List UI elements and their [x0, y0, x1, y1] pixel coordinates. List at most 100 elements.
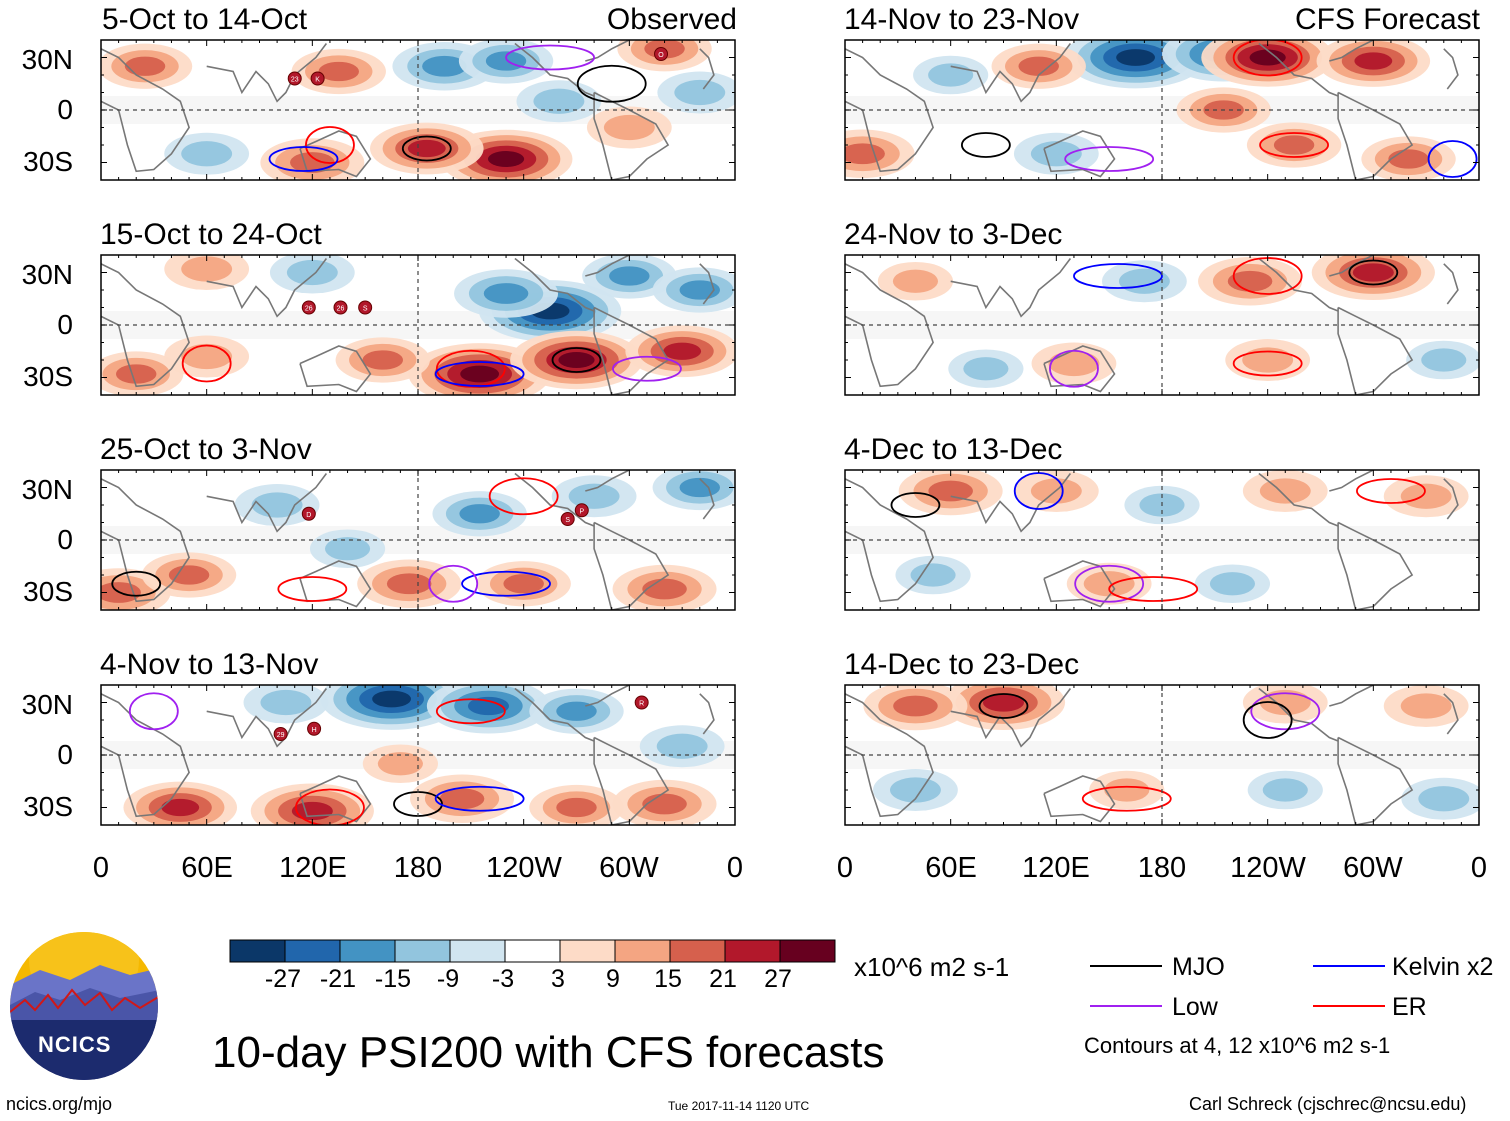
colorbar-tick: -3 [491, 965, 515, 993]
coastline [1329, 685, 1374, 707]
storm-marker [287, 71, 302, 86]
contour-low [1074, 564, 1145, 603]
anomaly-shade [533, 88, 585, 114]
y-tick-label: 0 [57, 309, 73, 340]
coastline [1443, 693, 1459, 735]
contour-er [1081, 785, 1172, 812]
storm-label: D [306, 512, 311, 519]
anomaly-shade [1262, 778, 1308, 802]
anomaly-shade [845, 143, 885, 165]
coastline [845, 48, 934, 173]
coastline [1329, 470, 1374, 492]
contour-low [1064, 146, 1155, 172]
coastline [101, 693, 190, 818]
anomaly-shade [386, 573, 432, 595]
anomaly-shade [609, 266, 650, 286]
credit: Carl Schreck (cjschrec@ncsu.edu) [1189, 1094, 1467, 1114]
anomaly-shade [485, 51, 527, 71]
x-tick-label: 60W [599, 852, 659, 884]
panel-title: 24-Nov to 3-Dec [844, 218, 1063, 251]
coastline [514, 42, 595, 97]
anomaly-shade [568, 483, 620, 509]
x-tick-label: 0 [836, 852, 854, 884]
panel-title: 5-Oct to 14-Oct [102, 3, 308, 36]
y-tick-label: 30S [23, 146, 73, 177]
contour-mjo [551, 347, 602, 373]
panel-title: 4-Nov to 13-Nov [100, 648, 319, 681]
anomaly-shade [286, 259, 338, 286]
coastline [1258, 257, 1339, 312]
legend-label-er: ER [1392, 993, 1427, 1021]
x-tick-label: 0 [1470, 852, 1488, 884]
panel-title: 14-Nov to 23-Nov [844, 3, 1080, 36]
anomaly-shade [422, 55, 467, 77]
colorbar-swatch [559, 939, 616, 963]
coastline [1258, 42, 1339, 97]
coastline [1258, 472, 1339, 527]
anomaly-shade [181, 141, 233, 167]
panel-title: 25-Oct to 3-Nov [100, 433, 312, 466]
x-tick-label: 60E [181, 852, 233, 884]
anomaly-shade [407, 139, 446, 158]
anomaly-shade [1388, 149, 1429, 169]
anomaly-shade [372, 690, 412, 708]
contour-low [428, 564, 479, 603]
y-tick-label: 0 [57, 94, 73, 125]
anomaly-shade [1116, 49, 1156, 66]
anomaly-shade [1259, 478, 1311, 504]
coastline [699, 48, 715, 90]
coastline [101, 263, 190, 388]
anomaly-shade [679, 477, 721, 498]
anomaly-shade [290, 152, 335, 173]
storm-label: 26 [337, 306, 345, 313]
coastline [845, 478, 934, 603]
coastline [593, 521, 670, 610]
coastline [950, 258, 1072, 318]
storm-label: H [312, 727, 317, 734]
anomaly-shade [656, 733, 708, 759]
panel-0: 23 K O [101, 40, 735, 180]
coastline [514, 257, 595, 312]
anomaly-shade [467, 696, 509, 716]
anomaly-shade [115, 364, 157, 384]
storm-marker [301, 300, 316, 315]
anomaly-shade [459, 504, 500, 524]
contour-mjo [960, 132, 1011, 158]
storm-marker [634, 695, 649, 710]
x-tick-label: 180 [1137, 852, 1187, 884]
colorbar-tick: 21 [709, 965, 737, 993]
forecast-label: CFS Forecast [1294, 3, 1480, 36]
storm-marker [358, 300, 373, 315]
contour-low [1049, 349, 1099, 388]
website-link[interactable]: ncics.org/mjo [6, 1094, 113, 1114]
anomaly-shade [603, 114, 655, 141]
storm-marker [574, 503, 589, 518]
storm-marker [333, 300, 348, 315]
coastline [845, 693, 934, 818]
figure-title: 10-day PSI200 with CFS forecasts [212, 1028, 885, 1077]
legend-note: Contours at 4, 12 x10^6 m2 s-1 [1084, 1033, 1391, 1058]
contour-mjo [576, 64, 647, 103]
contour-mjo [890, 492, 941, 518]
contour-kelvin [461, 570, 551, 597]
storm-label: K [315, 77, 320, 84]
coastline [299, 345, 372, 393]
storm-marker [560, 512, 575, 526]
coastline [950, 688, 1072, 748]
colorbar-tick: -21 [319, 965, 357, 993]
y-tick-label: 30S [23, 576, 73, 607]
anomaly-shade [892, 269, 939, 293]
coastline [1043, 130, 1116, 178]
storm-label: P [579, 508, 584, 515]
contour-er [1232, 350, 1303, 377]
x-tick-label: 60E [925, 852, 977, 884]
anomaly-shade [642, 793, 687, 815]
panel-title: 15-Oct to 24-Oct [100, 218, 322, 251]
coastline [699, 263, 715, 305]
logo-red-line [10, 988, 158, 1013]
logo-text: NCICS [38, 1032, 112, 1057]
colorbar-swatch [724, 939, 781, 963]
anomaly-shade [168, 565, 210, 585]
